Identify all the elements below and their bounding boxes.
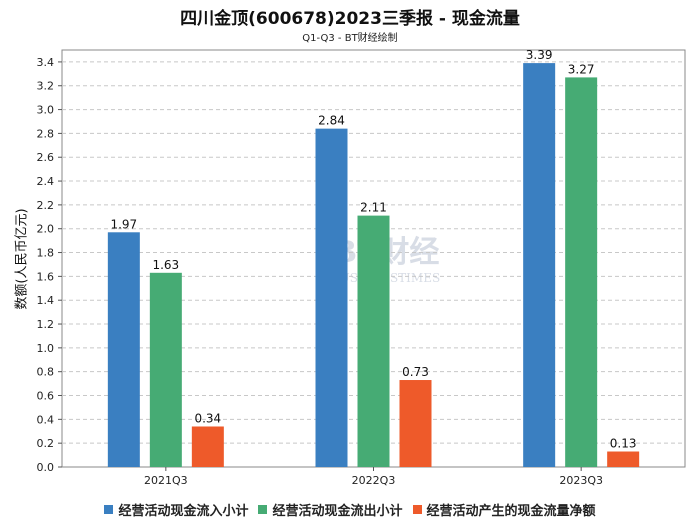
y-tick-label: 1.8 [37,247,55,260]
bar [357,215,390,467]
y-tick-label: 0.6 [37,390,55,403]
chart-subtitle: Q1-Q3 - BT财经绘制 [302,33,398,44]
legend-label: 经营活动现金流入小计 [118,504,249,519]
legend-swatch [412,505,422,514]
y-tick-label: 0.0 [37,461,55,474]
data-label: 1.63 [152,258,179,272]
x-tick-label: 2023Q3 [559,474,603,487]
y-tick-label: 2.2 [37,199,55,212]
legend-swatch [258,505,268,514]
bar [315,128,348,468]
y-tick-label: 3.2 [37,80,55,93]
data-label: 2.11 [360,201,387,215]
y-tick-label: 1.6 [37,270,55,283]
y-tick-label: 1.0 [37,342,55,355]
bar-chart: BT财经BUSINESSTIMES0.00.20.40.60.81.01.21.… [37,48,686,487]
x-tick-label: 2022Q3 [352,474,396,487]
y-tick-label: 3.4 [37,56,55,69]
legend-swatch [104,505,114,514]
bar [149,272,182,467]
y-tick-label: 2.4 [37,175,55,188]
bar [191,426,224,467]
legend-item: 经营活动现金流入小计 [104,500,248,519]
chart-title: 四川金顶(600678)2023三季报 - 现金流量 [180,9,520,29]
legend-item: 经营活动现金流出小计 [258,500,403,519]
y-tick-label: 2.8 [37,127,55,140]
data-label: 3.39 [526,48,553,62]
y-tick-label: 1.4 [37,294,55,307]
legend-item: 经营活动产生的现金流量净额 [412,500,596,519]
legend-label: 经营活动现金流出小计 [272,504,403,519]
bar [523,63,556,467]
y-tick-label: 2.0 [37,223,55,236]
y-tick-label: 0.4 [37,413,55,426]
data-label: 0.13 [610,437,637,451]
data-label: 1.97 [110,217,137,231]
bar [607,451,640,467]
bar [399,380,432,467]
bar [107,232,140,467]
legend-label: 经营活动产生的现金流量净额 [426,504,596,519]
y-tick-label: 0.2 [37,437,55,450]
data-label: 2.84 [318,114,345,128]
bar [565,77,598,467]
y-tick-label: 3.0 [37,104,55,117]
y-tick-label: 2.6 [37,151,55,164]
data-label: 0.73 [402,365,429,379]
legend: 经营活动现金流入小计 经营活动现金流出小计 经营活动产生的现金流量净额 [0,500,700,519]
data-label: 3.27 [568,62,595,76]
data-label: 0.34 [194,411,221,425]
y-tick-label: 1.2 [37,318,55,331]
x-tick-label: 2021Q3 [144,474,188,487]
y-tick-label: 0.8 [37,366,55,379]
